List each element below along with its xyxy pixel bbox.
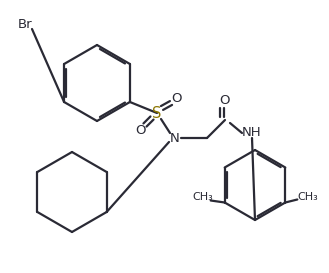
Text: O: O	[135, 123, 145, 136]
Text: O: O	[220, 94, 230, 108]
Text: Br: Br	[18, 19, 33, 31]
Text: CH₃: CH₃	[297, 192, 318, 203]
Text: N: N	[170, 132, 180, 144]
Text: S: S	[152, 105, 162, 120]
Text: O: O	[171, 91, 181, 105]
Text: CH₃: CH₃	[192, 192, 213, 203]
Text: NH: NH	[242, 126, 262, 140]
